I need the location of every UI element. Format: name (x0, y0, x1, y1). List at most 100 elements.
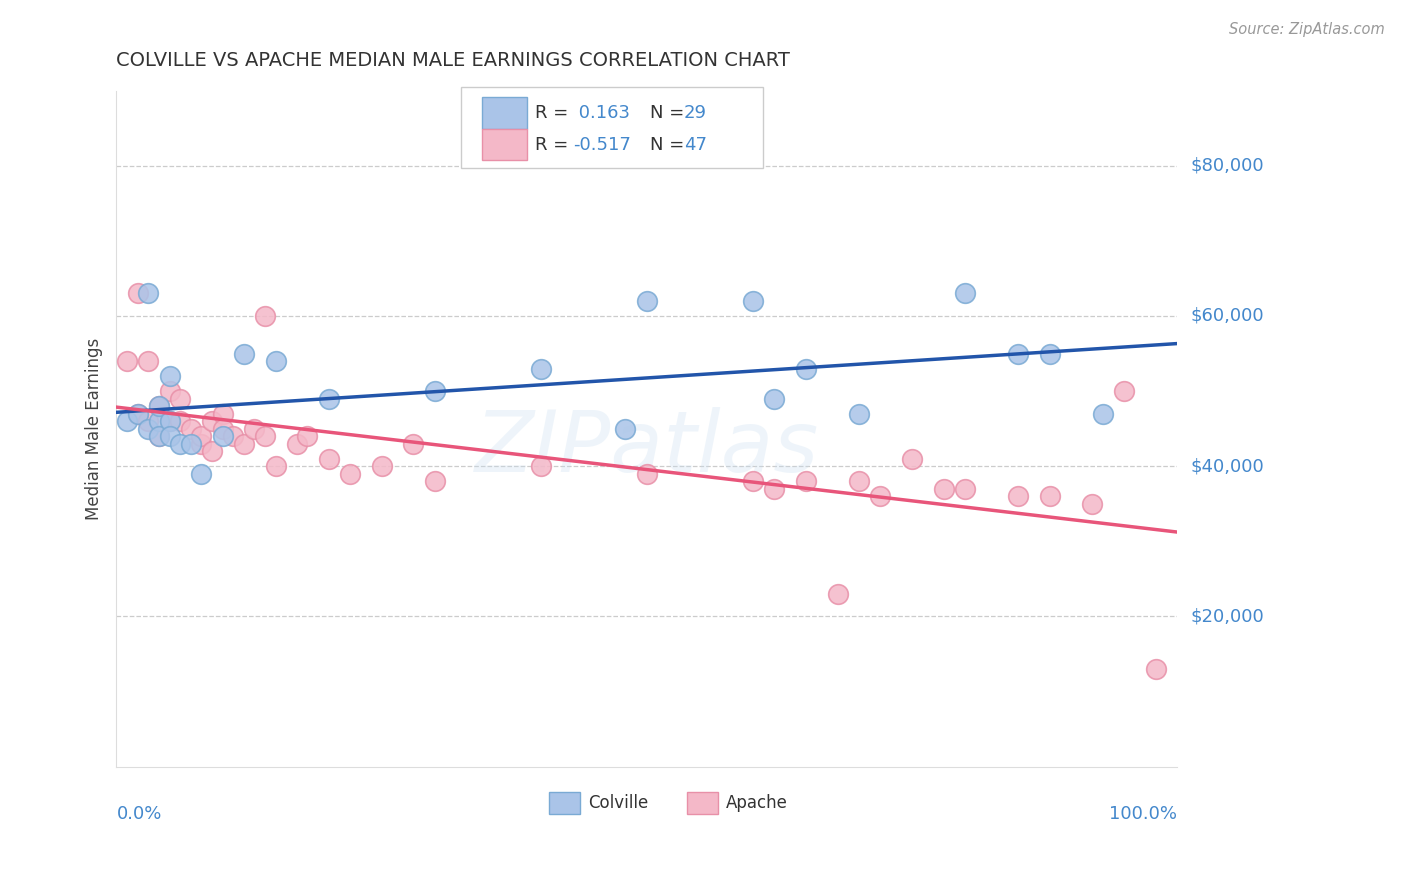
Text: $40,000: $40,000 (1191, 458, 1264, 475)
Point (1112, 384, 1135, 398)
Point (253, 429, 276, 443)
Point (1007, 346, 1029, 360)
Point (370, 459, 392, 474)
Text: ZIPatlas: ZIPatlas (475, 408, 818, 491)
Point (636, 293, 658, 308)
Point (190, 467, 212, 481)
Point (201, 414, 224, 428)
Point (953, 482, 976, 496)
Point (148, 399, 170, 413)
Point (201, 444, 224, 458)
Point (932, 482, 955, 496)
Text: $80,000: $80,000 (1191, 157, 1264, 175)
Point (159, 429, 181, 443)
Text: 47: 47 (683, 136, 707, 153)
Text: R =: R = (536, 136, 574, 153)
Point (232, 346, 254, 360)
Point (180, 436, 202, 450)
Point (148, 399, 170, 413)
Point (253, 309, 276, 323)
Point (180, 422, 202, 436)
Point (190, 429, 212, 443)
Point (953, 286, 976, 301)
FancyBboxPatch shape (482, 97, 527, 128)
Point (169, 392, 191, 406)
Point (232, 436, 254, 450)
Point (869, 489, 891, 503)
Text: Apache: Apache (725, 794, 787, 812)
Point (318, 451, 340, 466)
Point (794, 361, 817, 376)
Point (127, 407, 149, 421)
Point (159, 414, 181, 428)
Point (264, 459, 287, 474)
Point (1039, 346, 1062, 360)
Text: Colville: Colville (588, 794, 648, 812)
Point (848, 407, 870, 421)
Point (636, 467, 658, 481)
Point (827, 587, 849, 601)
Point (1039, 489, 1062, 503)
Point (741, 474, 763, 488)
Point (190, 436, 212, 450)
Point (1144, 662, 1167, 676)
Point (423, 384, 446, 398)
Point (211, 429, 233, 443)
Point (285, 436, 308, 450)
Point (148, 429, 170, 443)
Text: $20,000: $20,000 (1191, 607, 1264, 625)
Point (148, 429, 170, 443)
Point (211, 407, 233, 421)
FancyBboxPatch shape (550, 792, 579, 814)
Point (159, 414, 181, 428)
Point (297, 429, 319, 443)
Point (614, 422, 637, 436)
Point (1007, 489, 1029, 503)
Point (762, 392, 785, 406)
Point (530, 459, 553, 474)
Point (136, 422, 159, 436)
Point (136, 286, 159, 301)
Text: Source: ZipAtlas.com: Source: ZipAtlas.com (1229, 22, 1385, 37)
Point (222, 429, 245, 443)
Point (169, 436, 191, 450)
Point (243, 422, 266, 436)
Point (339, 467, 361, 481)
FancyBboxPatch shape (688, 792, 717, 814)
Text: R =: R = (536, 104, 574, 122)
Text: -0.517: -0.517 (574, 136, 631, 153)
Point (159, 369, 181, 384)
Text: 29: 29 (683, 104, 707, 122)
Point (1081, 497, 1104, 511)
FancyBboxPatch shape (482, 129, 527, 161)
Text: COLVILLE VS APACHE MEDIAN MALE EARNINGS CORRELATION CHART: COLVILLE VS APACHE MEDIAN MALE EARNINGS … (117, 51, 790, 70)
Point (169, 414, 191, 428)
Text: 100.0%: 100.0% (1109, 805, 1177, 823)
Text: $60,000: $60,000 (1191, 307, 1264, 325)
Point (762, 482, 785, 496)
Point (402, 436, 425, 450)
Point (115, 414, 138, 428)
Point (136, 354, 159, 368)
Point (136, 414, 159, 428)
Point (127, 286, 149, 301)
Point (264, 354, 287, 368)
Point (115, 354, 138, 368)
Point (848, 474, 870, 488)
Text: 0.163: 0.163 (574, 104, 630, 122)
FancyBboxPatch shape (461, 87, 763, 169)
Text: N =: N = (650, 104, 690, 122)
Text: 0.0%: 0.0% (117, 805, 162, 823)
Y-axis label: Median Male Earnings: Median Male Earnings (86, 337, 103, 520)
Point (900, 451, 922, 466)
Point (741, 293, 763, 308)
Point (794, 474, 817, 488)
Point (159, 384, 181, 398)
Point (423, 474, 446, 488)
Point (318, 392, 340, 406)
Point (148, 414, 170, 428)
Point (211, 422, 233, 436)
Point (530, 361, 553, 376)
Point (127, 407, 149, 421)
Point (1091, 407, 1114, 421)
